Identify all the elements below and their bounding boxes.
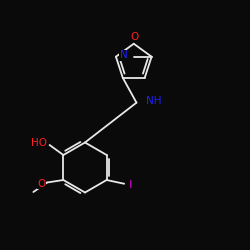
Text: NH: NH (146, 96, 162, 106)
Text: I: I (129, 180, 132, 190)
Text: HO: HO (30, 138, 46, 148)
Text: O: O (130, 32, 138, 42)
Text: O: O (38, 179, 46, 189)
Text: N: N (120, 50, 127, 60)
